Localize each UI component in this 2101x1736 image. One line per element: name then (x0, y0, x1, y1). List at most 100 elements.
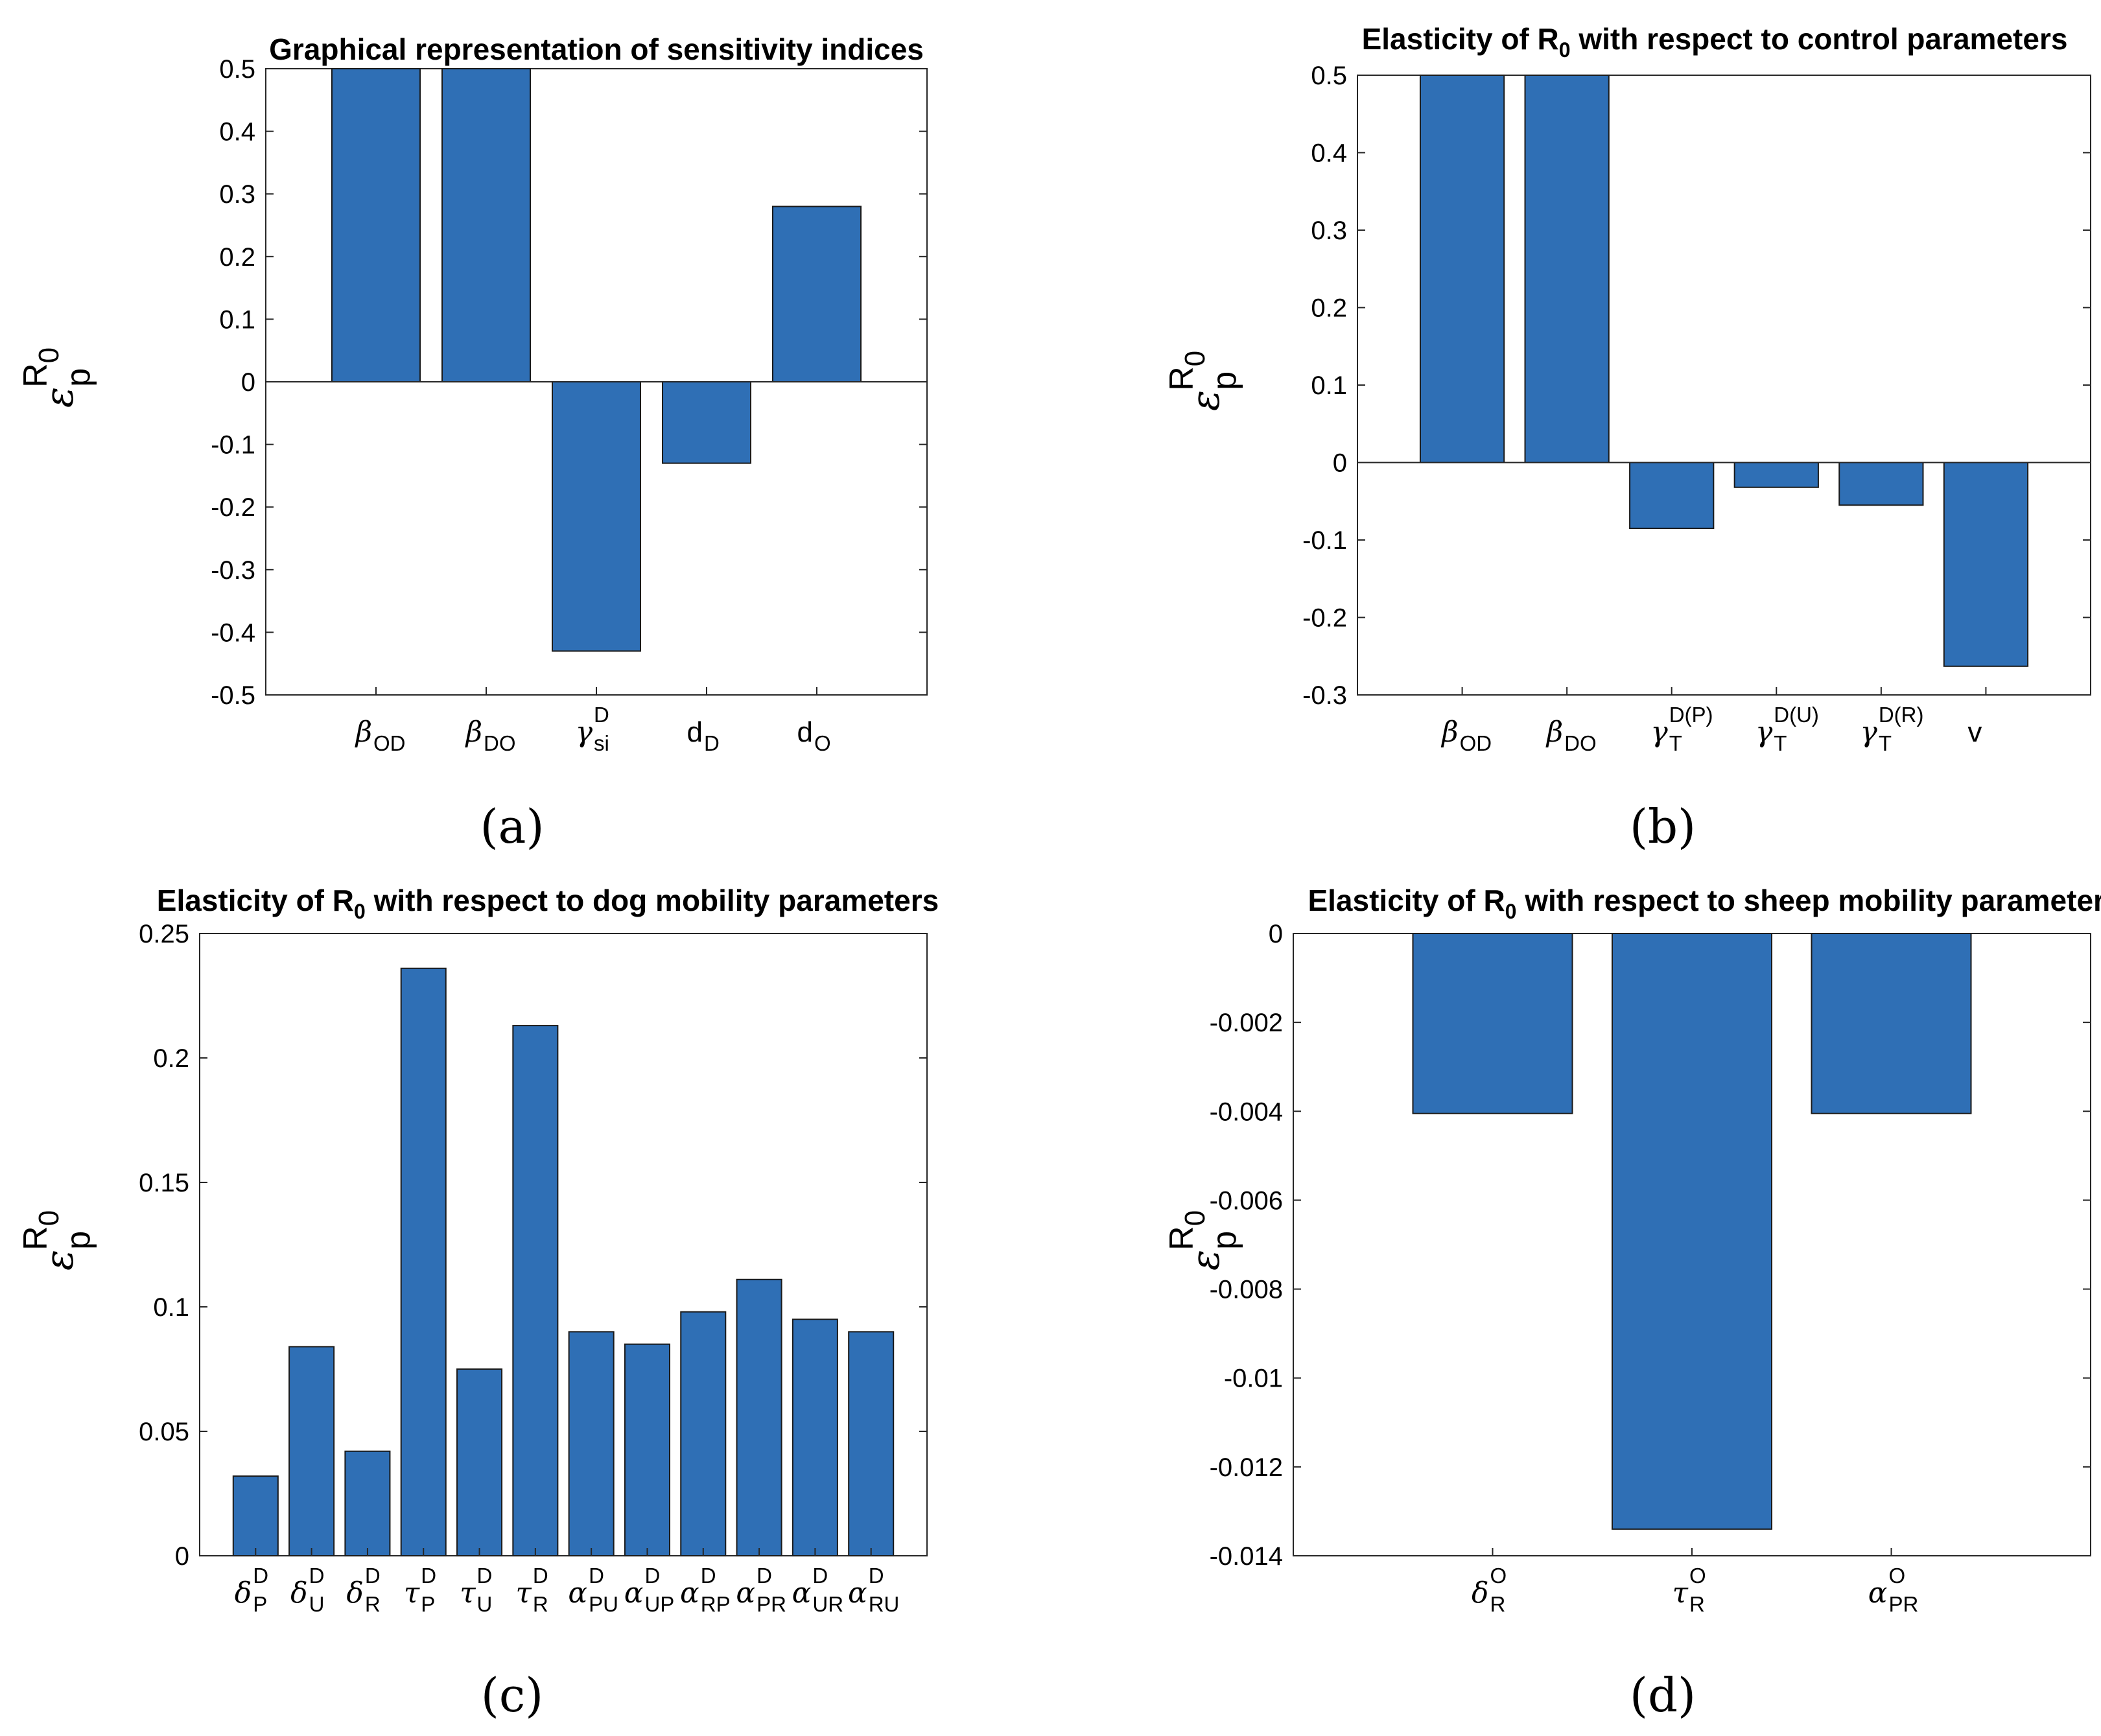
x-label-symbol: v (1967, 716, 1982, 748)
x-tick-label: δ RD (346, 1564, 380, 1616)
bar-2 (441, 68, 531, 382)
x-label-symbol: α (848, 1577, 867, 1610)
x-label-subscript: UP (644, 1592, 674, 1616)
x-tick-label: β OD (1440, 716, 1492, 755)
x-label-symbol: β (1545, 716, 1563, 749)
bar-3 (552, 381, 641, 652)
x-label-subscript: D (704, 731, 720, 755)
bar-3 (1811, 933, 1972, 1114)
chart-title: Graphical representation of sensitivity … (269, 32, 924, 66)
x-label-superscript: D (869, 1564, 884, 1588)
x-label-subscript: T (1879, 731, 1892, 755)
x-label-symbol: γ (1860, 716, 1878, 749)
bar-1 (1412, 933, 1573, 1114)
y-tick-label: 0.4 (219, 118, 255, 147)
x-label-superscript: D (477, 1564, 493, 1588)
x-label-superscript: D (594, 703, 609, 727)
bar-2 (1612, 933, 1772, 1530)
x-label-superscript: D(U) (1774, 703, 1819, 727)
bar-1 (232, 1475, 279, 1557)
bar-2 (1524, 75, 1610, 463)
x-label-superscript: D (421, 1564, 436, 1588)
x-label-subscript: OD (1460, 731, 1492, 755)
x-label-subscript: DO (1564, 731, 1597, 755)
bar-4 (1733, 462, 1819, 488)
y-tick-label: -0.2 (1302, 604, 1347, 633)
x-tick-label: τ UD (460, 1564, 492, 1616)
x-label-symbol: α (624, 1577, 644, 1610)
bar-3 (1629, 462, 1715, 530)
panel-caption: (b) (1630, 799, 1696, 854)
x-label-subscript: U (477, 1592, 493, 1616)
chart-title: Elasticity of R0 with respect to sheep m… (1308, 884, 2101, 923)
y-axis-label: εpR0 (1163, 1210, 1243, 1271)
bar-12 (848, 1331, 895, 1556)
y-tick-label: 0.05 (139, 1418, 189, 1446)
y-tick-label: 0 (1333, 449, 1347, 478)
y-tick-label: -0.002 (1210, 1009, 1283, 1037)
bar-5 (772, 205, 862, 382)
x-label-superscript: D (589, 1564, 604, 1588)
x-label-subscript: R (1490, 1592, 1506, 1616)
y-tick-label: 0 (1269, 920, 1283, 948)
y-tick-label: -0.014 (1210, 1542, 1283, 1571)
x-tick-label: α PU D (568, 1564, 618, 1616)
x-label-symbol: d (797, 716, 813, 748)
x-tick-label: β OD (355, 716, 406, 755)
bar-8 (624, 1343, 670, 1557)
bar-5 (1838, 462, 1924, 506)
x-label-symbol: γ (1650, 716, 1668, 749)
x-label-subscript: PU (589, 1592, 618, 1616)
x-label-symbol: δ (1472, 1577, 1489, 1610)
bar-3 (344, 1450, 391, 1556)
y-tick-label: -0.004 (1210, 1097, 1283, 1126)
y-axis-label: εpR0 (17, 347, 97, 408)
x-label-symbol: δ (346, 1577, 364, 1610)
x-label-symbol: τ (404, 1577, 420, 1610)
x-tick-label: α PR O (1868, 1564, 1919, 1616)
x-label-symbol: β (465, 716, 482, 749)
x-label-subscript: PR (1889, 1592, 1919, 1616)
y-tick-label: 0.1 (153, 1293, 189, 1322)
y-tick-label: -0.1 (1302, 526, 1347, 555)
y-tick-label: 0.4 (1311, 139, 1347, 168)
x-label-superscript: O (1689, 1564, 1706, 1588)
x-tick-label: α UP D (624, 1564, 675, 1616)
x-label-superscript: D (533, 1564, 548, 1588)
y-tick-label: -0.3 (1302, 681, 1347, 710)
bar-11 (792, 1319, 838, 1556)
x-label-symbol: δ (235, 1577, 252, 1610)
bar-1 (331, 68, 421, 382)
x-label-subscript: U (309, 1592, 325, 1616)
x-label-subscript: O (814, 731, 831, 755)
y-tick-label: -0.1 (211, 431, 255, 460)
chart-panel-a: 0.50.40.30.20.10-0.1-0.2-0.3-0.4-0.5β OD β… (17, 32, 928, 854)
x-label-subscript: P (421, 1592, 435, 1616)
bar-5 (456, 1368, 503, 1556)
y-tick-label: 0.1 (219, 305, 255, 334)
x-label-symbol: β (1440, 716, 1458, 749)
x-label-symbol: α (680, 1577, 699, 1610)
bar-4 (400, 967, 447, 1556)
y-tick-label: 0 (175, 1542, 189, 1571)
x-label-subscript: PR (757, 1592, 786, 1616)
bar-2 (288, 1346, 335, 1556)
x-tick-label: γ T D(U) (1755, 703, 1819, 755)
x-label-superscript: D(P) (1669, 703, 1713, 727)
x-tick-label: δ PD (235, 1564, 268, 1616)
x-tick-label: v (1967, 716, 1982, 748)
x-label-superscript: O (1490, 1564, 1507, 1588)
y-tick-label: -0.2 (211, 493, 255, 522)
x-label-subscript: T (1774, 731, 1787, 755)
x-tick-label: δ RO (1472, 1564, 1507, 1616)
x-label-superscript: D (309, 1564, 325, 1588)
bar-6 (512, 1025, 559, 1556)
x-label-superscript: O (1889, 1564, 1906, 1588)
y-tick-label: 0.3 (1311, 217, 1347, 245)
x-label-symbol: α (792, 1577, 812, 1610)
y-tick-label: -0.012 (1210, 1453, 1283, 1482)
